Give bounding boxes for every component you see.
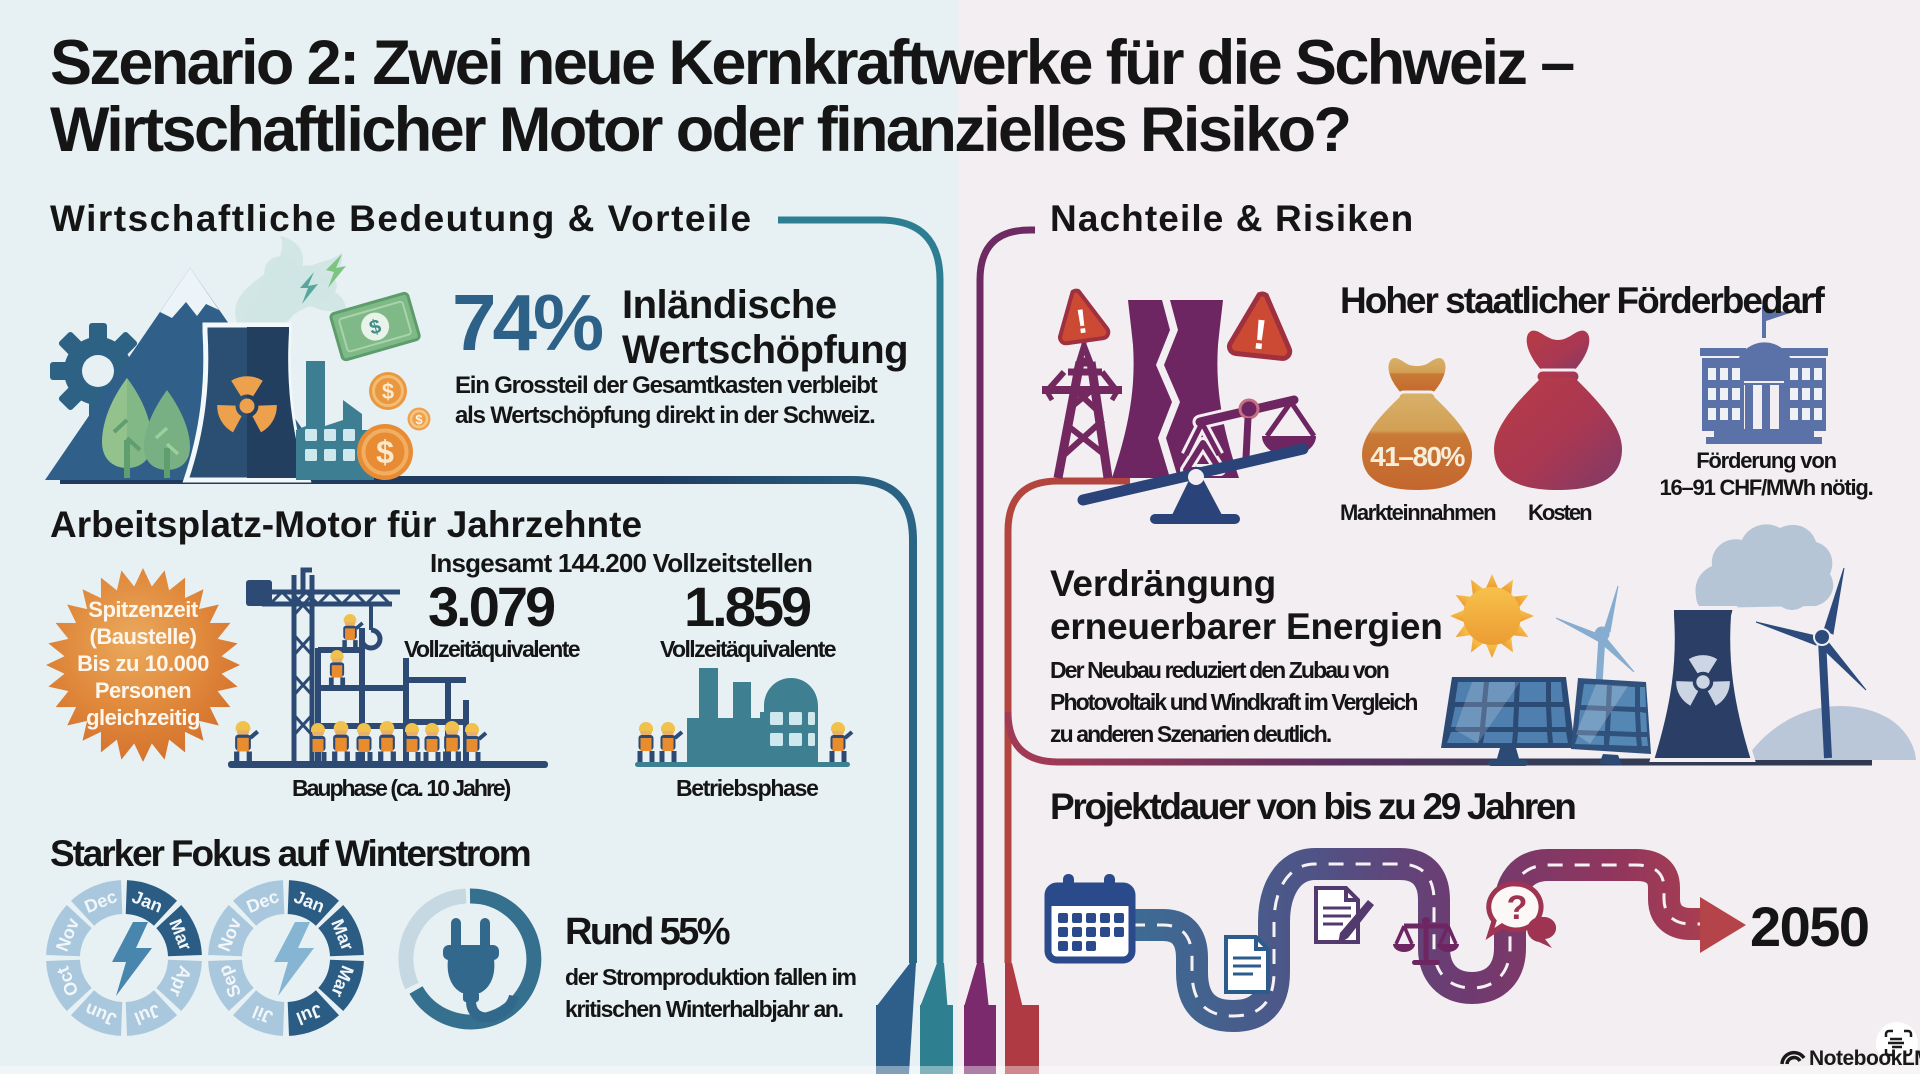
svg-text:!: ! — [1251, 310, 1270, 358]
svg-text:Bis zu 10.000: Bis zu 10.000 — [77, 651, 209, 676]
svg-text:$: $ — [382, 379, 394, 404]
svg-text:!: ! — [1074, 302, 1091, 341]
svg-text:Spitzenzeit: Spitzenzeit — [88, 597, 199, 622]
svg-text:gleichzeitig: gleichzeitig — [86, 705, 200, 730]
svg-text:Personen: Personen — [95, 678, 191, 703]
svg-text:$: $ — [376, 434, 394, 470]
svg-text:?: ? — [1507, 889, 1528, 927]
svg-text:(Baustelle): (Baustelle) — [90, 624, 197, 649]
svg-text:$: $ — [415, 412, 423, 427]
